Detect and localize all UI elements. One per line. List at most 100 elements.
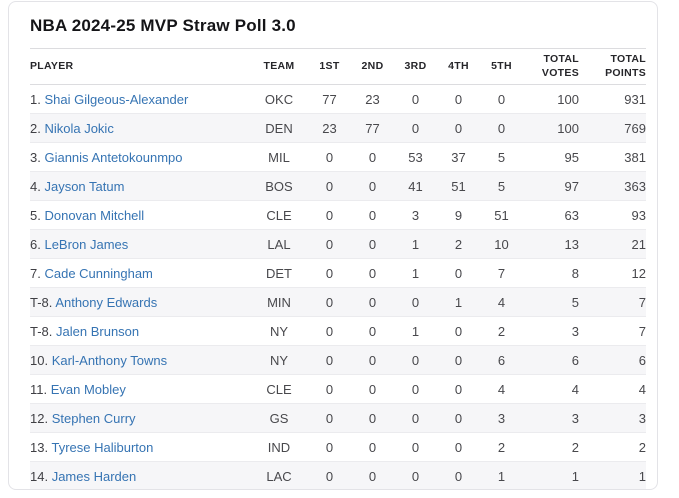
player-link[interactable]: LeBron James — [44, 236, 129, 252]
votes-1st-cell: 0 — [308, 258, 351, 288]
column-header-3rd: 3RD — [394, 47, 437, 86]
total-votes-cell: 3 — [523, 403, 579, 433]
player-cell: 2. Nikola Jokic — [30, 113, 250, 143]
player-cell: 3. Giannis Antetokounmpo — [30, 142, 250, 172]
total-votes-cell: 13 — [523, 229, 579, 259]
votes-1st-cell: 0 — [308, 142, 351, 172]
player-link[interactable]: Jalen Brunson — [56, 323, 140, 339]
total-votes-cell: 97 — [523, 171, 579, 201]
table-row: 7. Cade Cunningham DET 0 0 1 0 7 8 12 — [30, 258, 646, 288]
votes-4th-cell: 0 — [437, 316, 480, 346]
player-rank: 13. — [30, 439, 49, 455]
table-row: 4. Jayson Tatum BOS 0 0 41 51 5 97 363 — [30, 171, 646, 201]
table-row: 10. Karl-Anthony Towns NY 0 0 0 0 6 6 6 — [30, 345, 646, 375]
player-link[interactable]: Evan Mobley — [50, 381, 126, 397]
team-cell: MIL — [250, 142, 308, 172]
team-cell: CLE — [250, 200, 308, 230]
total-points-cell: 931 — [624, 91, 646, 107]
total-points-cell: 7 — [579, 316, 646, 346]
votes-5th-cell: 2 — [480, 316, 523, 346]
column-header-1st: 1ST — [308, 47, 351, 86]
total-votes-cell: 2 — [523, 432, 579, 462]
poll-table: PLAYER TEAM 1ST 2ND 3RD 4TH 5TH TOTAL VO… — [30, 47, 646, 489]
votes-1st-cell: 0 — [308, 345, 351, 375]
votes-4th-cell: 0 — [437, 345, 480, 375]
player-link[interactable]: Stephen Curry — [51, 410, 136, 426]
votes-5th-cell: 7 — [480, 258, 523, 288]
votes-5th-cell: 0 — [497, 91, 506, 107]
team-cell: LAC — [250, 461, 308, 489]
votes-2nd-cell: 0 — [351, 171, 394, 201]
player-link[interactable]: Nikola Jokic — [44, 120, 114, 136]
player-link[interactable]: James Harden — [51, 469, 137, 485]
votes-2nd-cell: 0 — [351, 316, 394, 346]
team-cell: OKC — [264, 91, 294, 107]
total-votes-cell: 8 — [523, 258, 579, 288]
total-votes-cell: 100 — [523, 113, 579, 143]
table-row: 1. Shai Gilgeous-Alexander OKC 77 23 0 0… — [30, 85, 646, 114]
votes-2nd-cell: 77 — [351, 113, 394, 143]
column-header-5th: 5TH — [480, 47, 523, 86]
player-cell: 6. LeBron James — [30, 229, 250, 259]
votes-2nd-cell: 0 — [351, 229, 394, 259]
header-row: PLAYER TEAM 1ST 2ND 3RD 4TH 5TH TOTAL VO… — [30, 47, 646, 86]
column-header-4th: 4TH — [437, 47, 480, 86]
votes-5th-cell: 6 — [480, 345, 523, 375]
player-link[interactable]: Tyrese Haliburton — [51, 439, 154, 455]
total-points-cell: 2 — [579, 432, 646, 462]
team-cell: DEN — [250, 113, 308, 143]
player-link[interactable]: Giannis Antetokounmpo — [44, 149, 183, 165]
votes-4th-cell: 37 — [437, 142, 480, 172]
total-votes-cell: 1 — [523, 461, 579, 489]
player-rank: 12. — [30, 410, 49, 426]
votes-1st-cell: 0 — [308, 316, 351, 346]
player-link[interactable]: Jayson Tatum — [44, 178, 125, 194]
player-link[interactable]: Donovan Mitchell — [44, 207, 145, 223]
column-header-team: TEAM — [250, 47, 308, 86]
votes-2nd-cell: 0 — [351, 461, 394, 489]
total-votes-cell: 6 — [523, 345, 579, 375]
total-points-cell: 7 — [579, 287, 646, 317]
table-row: 3. Giannis Antetokounmpo MIL 0 0 53 37 5… — [30, 142, 646, 172]
total-points-cell: 12 — [579, 258, 646, 288]
votes-3rd-cell: 3 — [394, 200, 437, 230]
player-rank: 11. — [30, 381, 48, 397]
votes-3rd-cell: 0 — [394, 113, 437, 143]
player-link[interactable]: Shai Gilgeous-Alexander — [44, 91, 189, 107]
player-link[interactable]: Anthony Edwards — [55, 294, 158, 310]
total-points-cell: 381 — [579, 142, 646, 172]
column-header-total-points: TOTAL POINTS — [579, 47, 646, 86]
column-header-total-votes: TOTAL VOTES — [523, 47, 579, 86]
votes-5th-cell: 4 — [480, 374, 523, 404]
votes-5th-cell: 1 — [480, 461, 523, 489]
player-cell: 14. James Harden — [30, 461, 250, 489]
player-rank: T-8. — [30, 323, 53, 339]
votes-5th-cell: 4 — [480, 287, 523, 317]
votes-3rd-cell: 53 — [394, 142, 437, 172]
votes-3rd-cell: 1 — [394, 258, 437, 288]
player-link[interactable]: Karl-Anthony Towns — [51, 352, 168, 368]
total-votes-cell: 4 — [523, 374, 579, 404]
votes-1st-cell: 23 — [308, 113, 351, 143]
table-row: 5. Donovan Mitchell CLE 0 0 3 9 51 63 93 — [30, 200, 646, 230]
total-votes-cell: 63 — [523, 200, 579, 230]
votes-3rd-cell: 0 — [394, 345, 437, 375]
total-points-cell: 769 — [579, 113, 646, 143]
votes-3rd-cell: 0 — [411, 91, 420, 107]
column-header-player: PLAYER — [30, 47, 250, 86]
team-cell: LAL — [250, 229, 308, 259]
votes-3rd-cell: 0 — [394, 403, 437, 433]
votes-2nd-cell: 0 — [351, 345, 394, 375]
votes-1st-cell: 0 — [308, 403, 351, 433]
player-link[interactable]: Cade Cunningham — [44, 265, 153, 281]
votes-4th-cell: 9 — [437, 200, 480, 230]
votes-1st-cell: 0 — [308, 287, 351, 317]
table-row: T-8. Anthony Edwards MIN 0 0 0 1 4 5 7 — [30, 287, 646, 317]
player-rank: 1. — [30, 91, 41, 107]
player-rank: 4. — [30, 178, 41, 194]
votes-2nd-cell: 0 — [351, 142, 394, 172]
team-cell: IND — [250, 432, 308, 462]
player-rank: 2. — [30, 120, 41, 136]
player-cell: 10. Karl-Anthony Towns — [30, 345, 250, 375]
total-votes-cell: 5 — [523, 287, 579, 317]
